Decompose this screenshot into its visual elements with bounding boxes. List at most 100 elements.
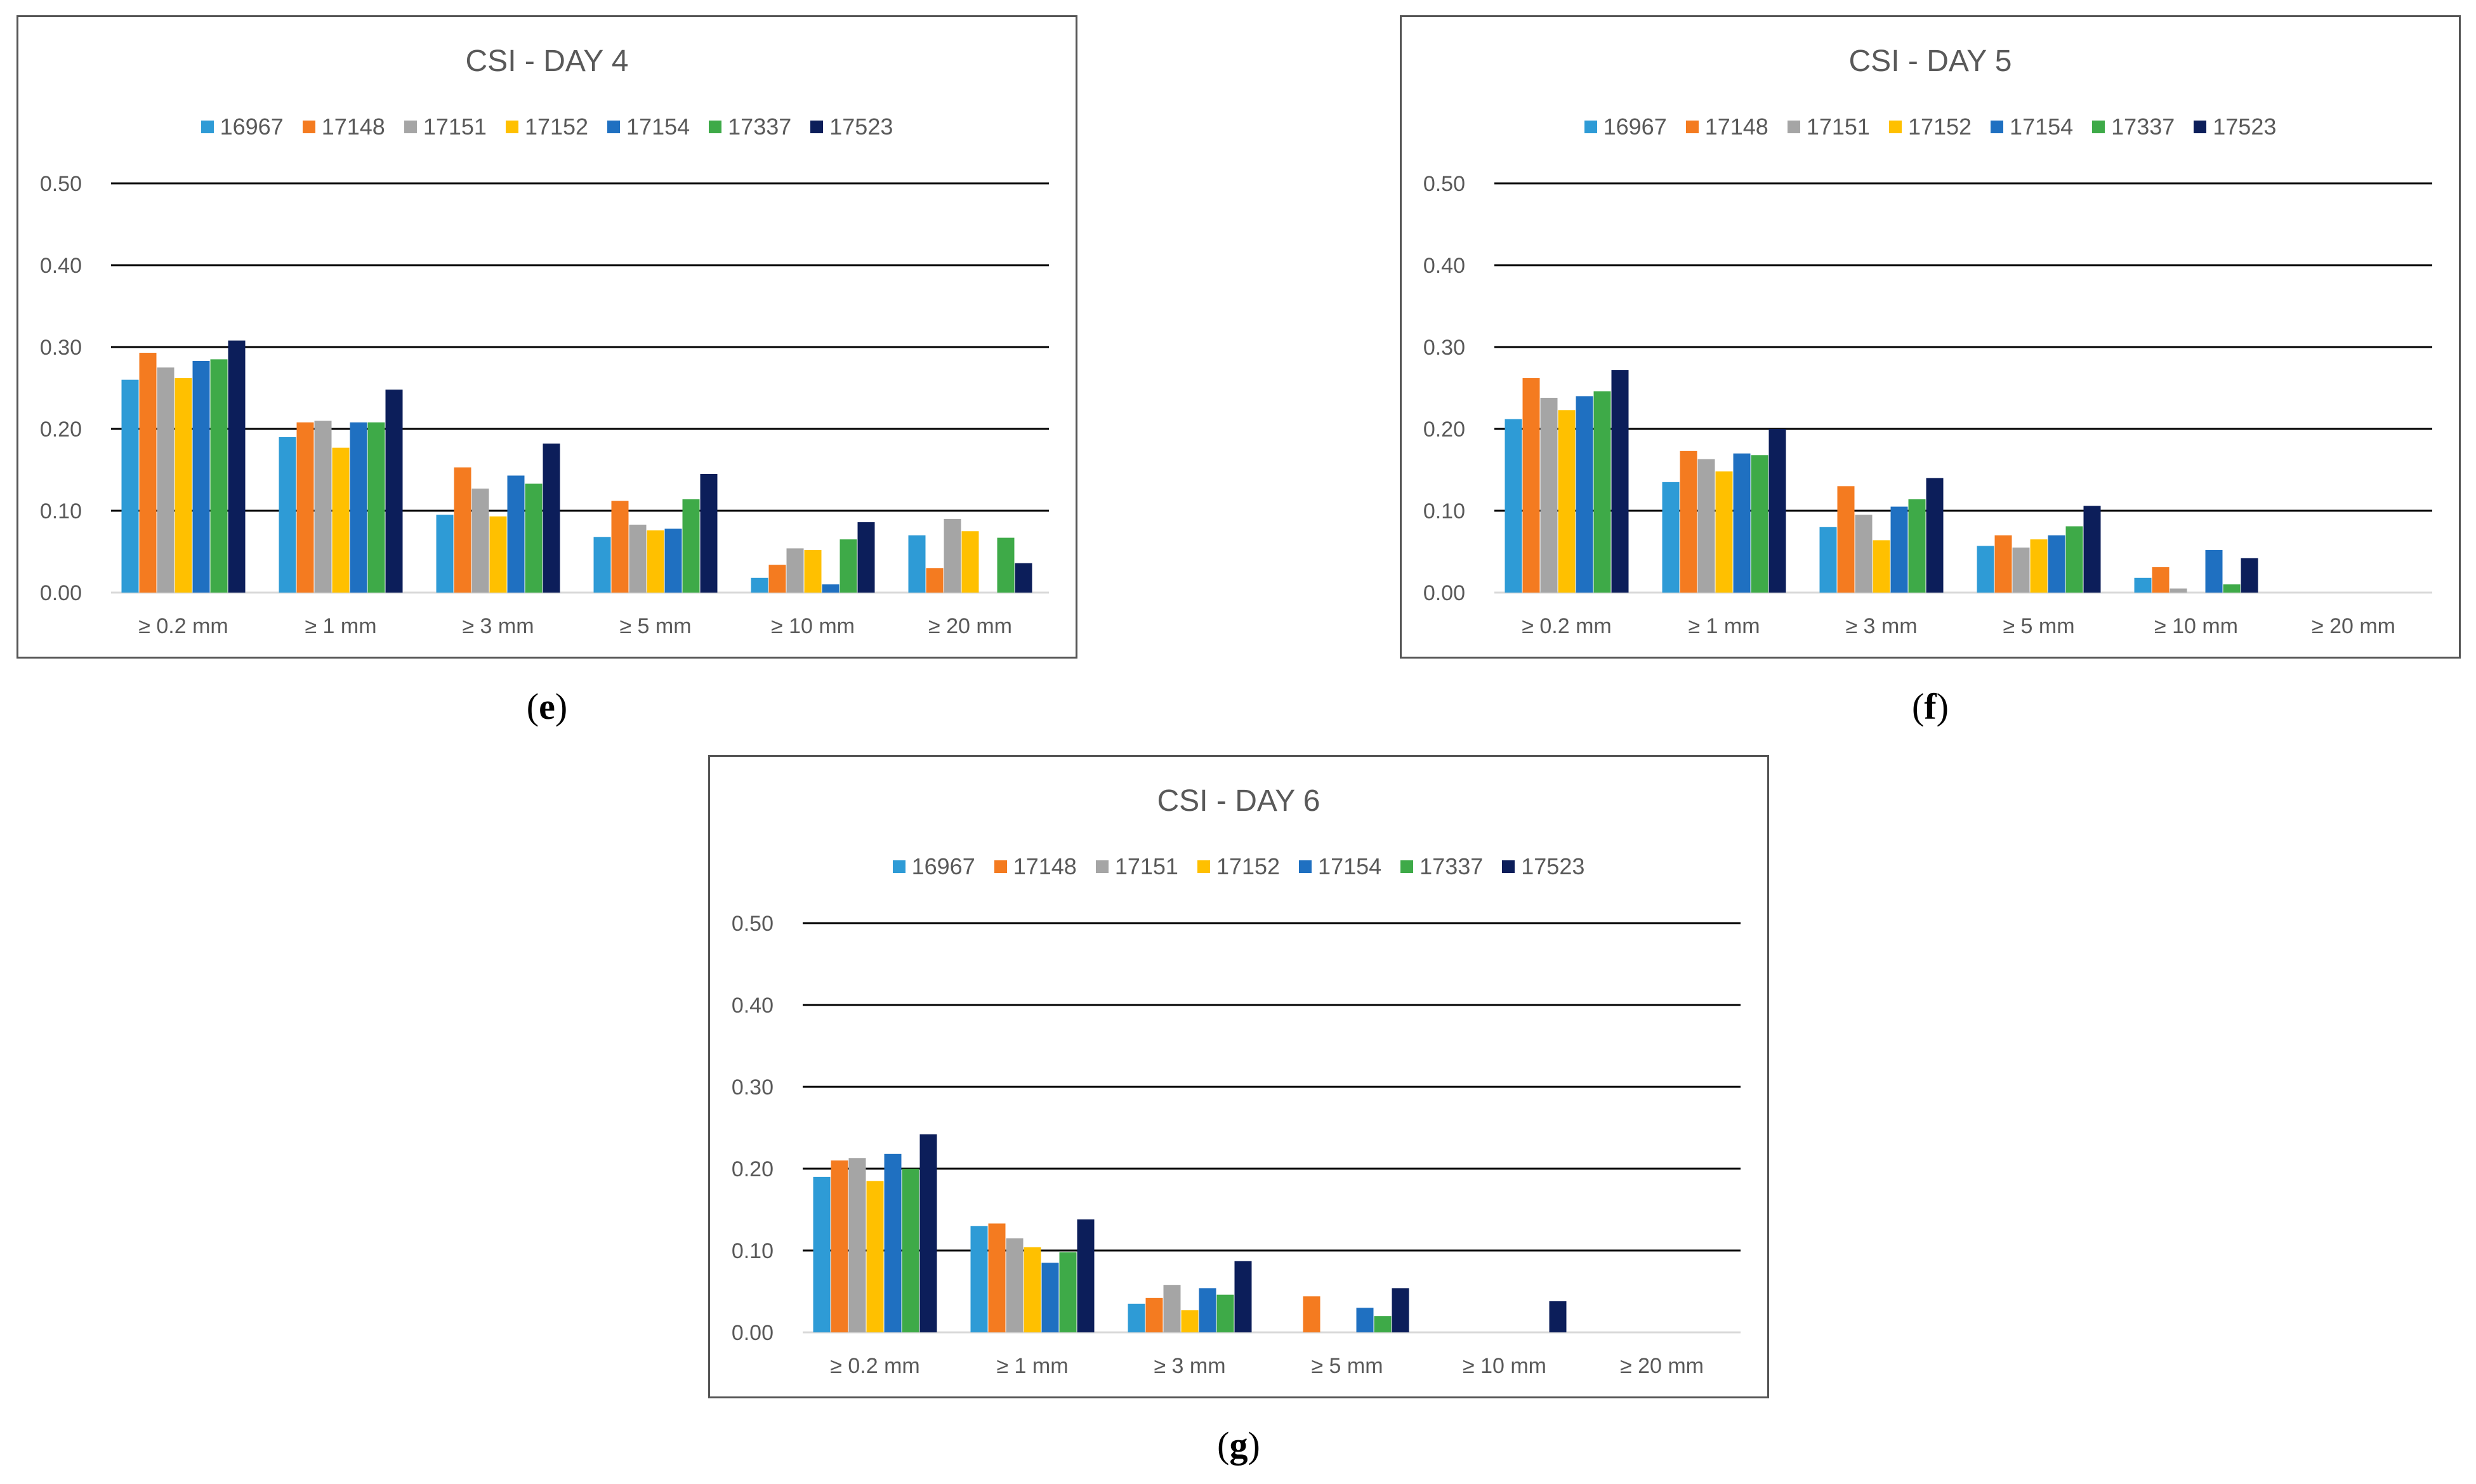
bar-17337-3 xyxy=(682,499,700,593)
y-tick-label: 0.00 xyxy=(1423,581,1465,605)
bar-17154-2 xyxy=(507,475,525,593)
bar-17151-2 xyxy=(471,489,489,593)
y-tick-label: 0.40 xyxy=(732,994,774,1018)
bar-17151-0 xyxy=(157,367,175,593)
bar-17148-3 xyxy=(1994,535,2012,593)
legend-swatch xyxy=(2092,121,2105,133)
bar-17154-0 xyxy=(884,1153,902,1332)
legend-label: 17337 xyxy=(1419,853,1484,879)
x-tick-label: ≥ 1 mm xyxy=(305,614,376,638)
bar-17152-3 xyxy=(2030,539,2048,593)
bar-17148-5 xyxy=(926,568,944,593)
bar-17148-2 xyxy=(1145,1297,1163,1332)
legend-swatch xyxy=(810,121,824,133)
legend-swatch xyxy=(709,121,722,133)
legend-item-17154: 17154 xyxy=(1299,853,1381,880)
bar-17152-1 xyxy=(1024,1247,1041,1332)
chart-panel-f: CSI - DAY 5 16967 17148 17151 17152 17154 173… xyxy=(1400,15,2461,659)
legend-swatch xyxy=(201,121,214,133)
legend-swatch xyxy=(1502,860,1515,873)
legend-item-16967: 16967 xyxy=(892,853,975,880)
chart-panel-e: CSI - DAY 4 16967 17148 17151 17152 17154 173… xyxy=(16,15,1077,659)
bar-17152-0 xyxy=(1558,410,1576,593)
legend-item-17151: 17151 xyxy=(1095,853,1178,880)
bar-17152-1 xyxy=(332,447,350,593)
bar-17151-0 xyxy=(1540,397,1558,593)
bar-17152-1 xyxy=(1715,471,1733,593)
legend-item-17523: 17523 xyxy=(2194,114,2276,140)
y-tick-label: 0.50 xyxy=(1423,172,1465,196)
chart-legend: 16967 17148 17151 17152 17154 17337 17523 xyxy=(18,114,1076,140)
y-tick-label: 0.30 xyxy=(40,336,82,360)
bar-17152-0 xyxy=(866,1181,884,1332)
bar-17337-0 xyxy=(210,359,228,593)
x-tick-label: ≥ 1 mm xyxy=(996,1354,1068,1378)
legend-item-17337: 17337 xyxy=(709,114,791,140)
panel-caption-e: (e) xyxy=(526,686,568,727)
bar-17148-1 xyxy=(1680,450,1697,593)
y-tick-label: 0.20 xyxy=(1423,417,1465,442)
bar-17523-2 xyxy=(1234,1261,1252,1332)
bar-17148-0 xyxy=(831,1160,848,1332)
bar-17152-2 xyxy=(1873,540,1890,593)
bar-16967-1 xyxy=(970,1226,988,1332)
legend-label: 16967 xyxy=(1603,114,1667,140)
bar-16967-1 xyxy=(279,437,296,593)
legend-swatch xyxy=(892,860,905,873)
y-tick-label: 0.40 xyxy=(40,254,82,278)
bar-17152-2 xyxy=(1181,1310,1199,1332)
bar-17337-5 xyxy=(997,537,1015,593)
bar-17337-4 xyxy=(840,539,857,593)
legend-label: 17148 xyxy=(1704,114,1768,140)
legend-swatch xyxy=(607,121,621,133)
bar-17152-2 xyxy=(489,516,507,593)
bar-17523-2 xyxy=(1926,478,1944,593)
legend-label: 17523 xyxy=(829,114,893,140)
legend-swatch xyxy=(404,121,417,133)
bar-17148-2 xyxy=(454,467,471,593)
legend-label: 16967 xyxy=(911,853,975,879)
bar-17154-1 xyxy=(1733,453,1751,593)
bar-17152-4 xyxy=(804,549,822,593)
bar-17154-0 xyxy=(1576,396,1593,593)
bar-17337-0 xyxy=(1593,391,1611,593)
bar-17148-0 xyxy=(1522,378,1540,593)
legend-label: 17148 xyxy=(321,114,385,140)
bar-17523-0 xyxy=(919,1134,937,1332)
legend-label: 17152 xyxy=(1907,114,1972,140)
bar-17523-2 xyxy=(543,443,560,593)
legend-item-17523: 17523 xyxy=(810,114,893,140)
bar-17337-4 xyxy=(2223,584,2241,593)
chart-title: CSI - DAY 6 xyxy=(1157,784,1320,818)
legend-item-17337: 17337 xyxy=(2092,114,2175,140)
bar-17148-2 xyxy=(1837,486,1855,593)
y-tick-label: 0.10 xyxy=(732,1239,774,1263)
chart-plot: 0.00 0.10 0.20 0.30 0.40 0.50 ≥ 0.2 mm ≥ 1 mm ≥ … xyxy=(1423,172,2432,638)
legend-item-17523: 17523 xyxy=(1502,853,1584,880)
bar-16967-1 xyxy=(1662,482,1680,593)
legend-swatch xyxy=(1095,860,1109,873)
bar-17154-3 xyxy=(2048,535,2065,593)
bar-16967-0 xyxy=(1505,419,1522,593)
bar-17523-1 xyxy=(1768,429,1786,593)
bar-17148-1 xyxy=(296,422,314,593)
chart-legend: 16967 17148 17151 17152 17154 17337 17523 xyxy=(710,853,1767,880)
legend-item-17154: 17154 xyxy=(607,114,690,140)
legend-swatch xyxy=(1197,860,1210,873)
legend-label: 17152 xyxy=(524,114,589,140)
bar-17154-4 xyxy=(2205,549,2223,593)
legend-item-16967: 16967 xyxy=(1584,114,1667,140)
y-tick-label: 0.00 xyxy=(732,1321,774,1345)
y-tick-label: 0.30 xyxy=(732,1075,774,1100)
bar-17152-3 xyxy=(647,530,664,593)
bar-16967-2 xyxy=(1128,1303,1145,1332)
legend-item-17151: 17151 xyxy=(1787,114,1870,140)
legend-swatch xyxy=(1888,121,1902,133)
bar-16967-3 xyxy=(593,537,611,593)
bar-16967-0 xyxy=(121,379,139,593)
bar-17151-4 xyxy=(786,548,804,593)
bar-16967-0 xyxy=(813,1176,831,1332)
legend-label: 17148 xyxy=(1013,853,1077,879)
legend-swatch xyxy=(1991,121,2004,133)
legend-label: 17151 xyxy=(1114,853,1178,879)
